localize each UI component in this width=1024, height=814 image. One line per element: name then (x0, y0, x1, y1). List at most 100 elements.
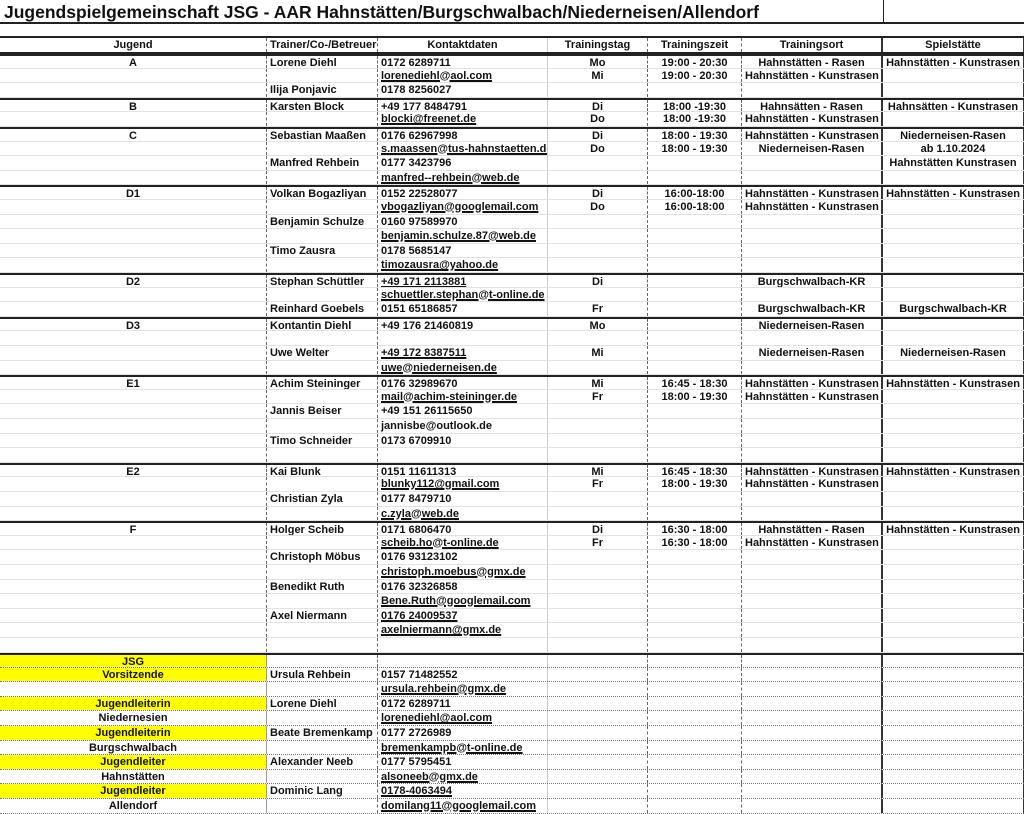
spielstaette-cell[interactable] (883, 258, 1024, 272)
trainingstag-cell[interactable] (548, 243, 648, 258)
kontakt-cell[interactable]: 0178-4063494 (378, 784, 548, 798)
spielstaette-cell[interactable]: Burgschwalbach-KR (883, 302, 1024, 316)
jugend-cell[interactable]: Burgschwalbach (0, 740, 267, 755)
trainingszeit-cell[interactable] (648, 229, 742, 243)
spielstaette-cell[interactable] (883, 287, 1024, 302)
trainingszeit-cell[interactable] (648, 448, 742, 462)
jugend-cell[interactable] (0, 258, 267, 272)
trainingstag-cell[interactable] (548, 83, 648, 97)
trainingsort-cell[interactable] (742, 433, 883, 448)
trainingsort-cell[interactable] (742, 579, 883, 594)
jugend-cell[interactable] (0, 638, 267, 652)
trainingsort-cell[interactable] (742, 638, 883, 652)
trainingszeit-cell[interactable] (648, 419, 742, 433)
spielstaette-cell[interactable] (883, 655, 1024, 667)
spielstaette-cell[interactable] (883, 711, 1024, 725)
trainingszeit-cell[interactable] (648, 506, 742, 521)
trainingstag-cell[interactable]: Di (548, 129, 648, 141)
trainingsort-cell[interactable] (742, 287, 883, 302)
spielstaette-cell[interactable] (883, 229, 1024, 243)
header-jugend[interactable]: Jugend (0, 38, 267, 52)
kontakt-cell[interactable]: 0177 2726989 (378, 726, 548, 740)
trainer-cell[interactable]: Ilija Ponjavic (267, 83, 378, 97)
trainingstag-cell[interactable] (548, 492, 648, 506)
jugend-cell[interactable] (0, 346, 267, 360)
kontakt-cell[interactable]: 0177 8479710 (378, 492, 548, 506)
trainer-cell[interactable] (267, 419, 378, 433)
jugend-cell[interactable] (0, 404, 267, 418)
trainingsort-cell[interactable]: Niederneisen-Rasen (742, 346, 883, 360)
trainer-cell[interactable] (267, 799, 378, 813)
trainer-cell[interactable]: Christian Zyla (267, 492, 378, 506)
trainingstag-cell[interactable] (548, 258, 648, 272)
spielstaette-cell[interactable] (883, 638, 1024, 652)
trainer-cell[interactable]: Kontantin Diehl (267, 318, 378, 331)
kontakt-cell[interactable]: blunky112@gmail.com (378, 477, 548, 491)
trainingstag-cell[interactable] (548, 404, 648, 418)
trainer-cell[interactable] (267, 655, 378, 667)
trainer-cell[interactable]: Lorene Diehl (267, 56, 378, 68)
trainingsort-cell[interactable]: Hahnstätten - Kunstrasen (742, 129, 883, 141)
jugend-cell[interactable]: Allendorf (0, 799, 267, 813)
kontakt-cell[interactable]: uwe@niederneisen.de (378, 360, 548, 375)
kontakt-cell[interactable]: manfred--rehbein@web.de (378, 170, 548, 185)
jugend-cell[interactable] (0, 623, 267, 637)
title-side-cell[interactable] (883, 0, 1024, 24)
trainingsort-cell[interactable] (742, 214, 883, 229)
trainer-cell[interactable]: Uwe Welter (267, 346, 378, 360)
spielstaette-cell[interactable]: Hahnstätten - Kunstrasen (883, 187, 1024, 199)
trainingsort-cell[interactable] (742, 258, 883, 272)
jugend-cell[interactable] (0, 535, 267, 550)
jugend-cell[interactable] (0, 68, 267, 83)
trainer-cell[interactable] (267, 258, 378, 272)
spielstaette-cell[interactable] (883, 565, 1024, 579)
trainingszeit-cell[interactable]: 16:00-18:00 (648, 200, 742, 214)
trainingsort-cell[interactable]: Hahnstätten - Rasen (742, 56, 883, 68)
trainingstag-cell[interactable] (548, 655, 648, 667)
kontakt-cell[interactable]: 0157 71482552 (378, 667, 548, 682)
trainingstag-cell[interactable]: Do (548, 112, 648, 126)
trainingszeit-cell[interactable] (648, 346, 742, 360)
trainingstag-cell[interactable] (548, 360, 648, 375)
spielstaette-cell[interactable]: Hahnstätten - Kunstrasen (883, 377, 1024, 389)
spielstaette-cell[interactable] (883, 579, 1024, 594)
trainingszeit-cell[interactable] (648, 608, 742, 623)
trainer-cell[interactable] (267, 682, 378, 696)
trainer-cell[interactable]: Timo Zausra (267, 243, 378, 258)
trainingszeit-cell[interactable] (648, 275, 742, 287)
kontakt-cell[interactable]: 0171 6806470 (378, 523, 548, 535)
trainingsort-cell[interactable]: Hahnstätten - Rasen (742, 523, 883, 535)
trainingszeit-cell[interactable] (648, 318, 742, 331)
trainingstag-cell[interactable]: Mi (548, 464, 648, 477)
trainingsort-cell[interactable]: Hahnstätten - Kunstrasen (742, 477, 883, 491)
kontakt-cell[interactable]: 0176 93123102 (378, 550, 548, 564)
jugend-cell[interactable] (0, 506, 267, 521)
spielstaette-cell[interactable] (883, 389, 1024, 404)
trainingstag-cell[interactable]: Mo (548, 56, 648, 68)
trainingszeit-cell[interactable] (648, 258, 742, 272)
spielstaette-cell[interactable] (883, 318, 1024, 331)
trainingszeit-cell[interactable]: 16:45 - 18:30 (648, 377, 742, 389)
trainingszeit-cell[interactable] (648, 638, 742, 652)
spielstaette-cell[interactable]: Hahnstätten Kunstrasen (883, 156, 1024, 170)
spielstaette-cell[interactable]: Niederneisen-Rasen (883, 346, 1024, 360)
jugend-cell[interactable]: D3 (0, 318, 267, 331)
trainingstag-cell[interactable] (548, 594, 648, 608)
spielstaette-cell[interactable] (883, 682, 1024, 696)
jugend-cell[interactable]: Jugendleiterin (0, 726, 267, 740)
trainer-cell[interactable]: Volkan Bogazliyan (267, 187, 378, 199)
trainingszeit-cell[interactable] (648, 623, 742, 637)
kontakt-cell[interactable]: 0176 24009537 (378, 608, 548, 623)
kontakt-cell[interactable]: 0176 62967998 (378, 129, 548, 141)
jugend-cell[interactable]: Jugendleiter (0, 755, 267, 769)
spielstaette-cell[interactable] (883, 68, 1024, 83)
spielstaette-cell[interactable] (883, 200, 1024, 214)
spielstaette-cell[interactable] (883, 477, 1024, 491)
jugend-cell[interactable] (0, 229, 267, 243)
spielstaette-cell[interactable]: Hahnsätten - Kunstrasen (883, 99, 1024, 112)
trainer-cell[interactable] (267, 535, 378, 550)
trainer-cell[interactable] (267, 506, 378, 521)
header-trainingsort[interactable]: Trainingsort (742, 38, 883, 52)
trainingsort-cell[interactable]: Hahnstätten - Kunstrasen (742, 112, 883, 126)
trainingstag-cell[interactable]: Di (548, 275, 648, 287)
